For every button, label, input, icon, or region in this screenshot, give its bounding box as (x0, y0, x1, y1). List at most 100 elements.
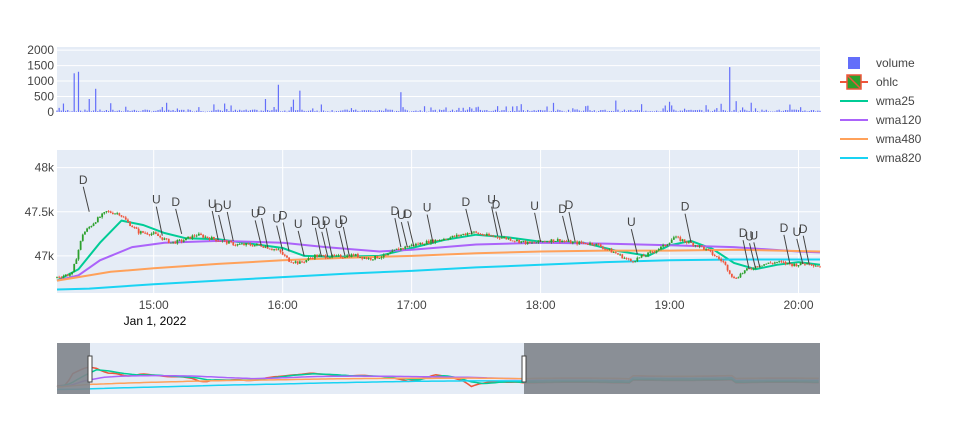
legend-item-ohlc[interactable]: ohlc (840, 74, 898, 90)
volume-bar (187, 109, 189, 112)
annotation-arrow (218, 214, 226, 241)
candle-body (376, 255, 379, 259)
volume-bar (316, 110, 318, 112)
candle-body (423, 244, 426, 246)
volume-bar (694, 110, 696, 112)
volume-bar (67, 109, 69, 112)
volume-bar (378, 110, 380, 112)
candle-body (597, 243, 600, 245)
annotation-arrow (261, 217, 269, 248)
candle-body (232, 242, 235, 246)
range-slider[interactable] (56, 343, 820, 394)
volume-y-tick-label: 2000 (27, 43, 54, 57)
candle-body (485, 233, 488, 236)
volume-plot-area[interactable] (57, 47, 820, 112)
volume-bar (363, 110, 365, 112)
candle-body (548, 241, 551, 243)
candle-body (109, 211, 112, 213)
volume-bar (447, 111, 449, 113)
volume-bar (464, 110, 466, 112)
candle-body (344, 257, 346, 259)
annotation-label: D (739, 226, 748, 240)
volume-bar (150, 111, 153, 113)
volume-bar (191, 111, 194, 112)
candle-body (262, 246, 265, 248)
legend-item-wma120[interactable]: wma120 (840, 113, 922, 127)
volume-bar (507, 111, 509, 113)
candle-body (260, 244, 263, 247)
candle-body (350, 254, 353, 258)
candle-body (522, 240, 525, 242)
range-slider-mask-right (524, 343, 820, 394)
candle-body (96, 217, 99, 223)
candle-body (135, 227, 138, 229)
volume-bar (486, 110, 488, 112)
volume-bar (595, 111, 598, 113)
annotation-label: D (339, 213, 348, 227)
candle-body (763, 264, 766, 266)
candle-body (683, 239, 686, 242)
annotation-arrow (321, 231, 329, 257)
range-slider-handle-right[interactable] (521, 355, 527, 383)
ohlc-candles (56, 210, 821, 279)
annotation-arrow (495, 211, 503, 237)
volume-bar (172, 109, 174, 112)
candle-body (374, 255, 376, 260)
volume-bar (84, 109, 86, 112)
candle-body (559, 239, 561, 243)
volume-bar (385, 108, 387, 112)
legend-label: volume (876, 56, 915, 70)
volume-bar (58, 107, 60, 112)
volume-bar (275, 109, 277, 112)
candle-body (253, 245, 256, 247)
range-slider-handle-left[interactable] (87, 355, 93, 383)
volume-bar (224, 103, 226, 112)
candle-body (348, 255, 351, 258)
price-plot-area[interactable] (57, 150, 820, 293)
volume-bar (342, 110, 344, 112)
candle-body (483, 235, 486, 236)
legend-item-wma25[interactable]: wma25 (840, 94, 915, 108)
price-y-tick-label: 47.5k (25, 205, 55, 219)
candle-body (728, 270, 731, 274)
volume-bar (198, 107, 200, 112)
candle-body (333, 254, 336, 256)
candle-body (651, 251, 654, 253)
candle-body (294, 261, 297, 263)
volume-bar (118, 110, 120, 112)
volume-bar (537, 109, 540, 112)
volume-bar (529, 111, 531, 112)
volume-bar (335, 111, 338, 112)
candle-body (743, 270, 746, 274)
volume-bar (602, 110, 604, 112)
volume-bar (292, 99, 295, 112)
volume-bar (189, 109, 191, 112)
volume-bar (600, 110, 602, 112)
legend-item-wma480[interactable]: wma480 (840, 132, 922, 146)
legend-item-wma820[interactable]: wma820 (840, 151, 922, 165)
candle-body (62, 275, 65, 278)
candle-body (139, 231, 142, 234)
legend-item-volume[interactable]: volume (848, 56, 915, 70)
volume-y-tick-label: 0 (47, 105, 54, 119)
volume-bar (808, 111, 810, 112)
candle-body (451, 235, 454, 238)
candle-body (159, 236, 162, 238)
annotation-arrow (314, 227, 322, 257)
volume-bar (660, 111, 662, 112)
candle-body (722, 261, 725, 262)
volume-bar (331, 110, 333, 112)
volume-bar (458, 107, 460, 112)
volume-bar (267, 109, 269, 112)
candle-body (546, 241, 548, 243)
volume-bar (731, 111, 733, 112)
volume-bar (582, 110, 585, 112)
volume-bar (806, 111, 808, 112)
volume-bar (593, 110, 595, 112)
volume-bar (340, 110, 342, 112)
annotation-arrow (175, 208, 183, 234)
candle-body (122, 216, 125, 218)
volume-bar (443, 109, 445, 112)
volume-bar (531, 110, 533, 112)
